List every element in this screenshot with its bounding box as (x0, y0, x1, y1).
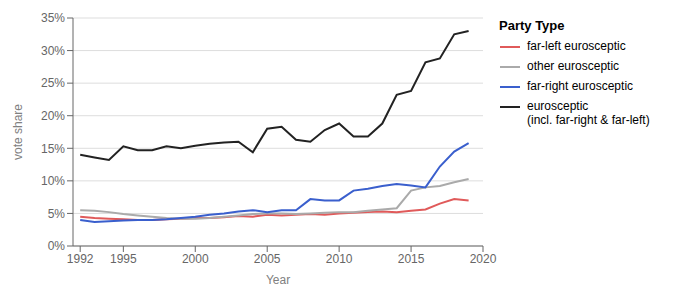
svg-text:5%: 5% (48, 207, 66, 221)
svg-text:15%: 15% (41, 142, 65, 156)
svg-text:2020: 2020 (470, 252, 497, 266)
svg-text:1992: 1992 (67, 252, 94, 266)
svg-text:1995: 1995 (110, 252, 137, 266)
svg-text:2000: 2000 (182, 252, 209, 266)
svg-text:20%: 20% (41, 109, 65, 123)
svg-text:Year: Year (266, 273, 290, 287)
html-text:eurosceptic: eurosceptic (527, 99, 589, 113)
html-text:far-right eurosceptic: far-right eurosceptic (527, 79, 633, 93)
svg-text:2015: 2015 (398, 252, 425, 266)
html-text:Party Type: Party Type (499, 18, 565, 33)
svg-text:25%: 25% (41, 76, 65, 90)
svg-text:vote share: vote share (11, 104, 25, 160)
svg-text:10%: 10% (41, 174, 65, 188)
html-text:far-left eurosceptic: far-left eurosceptic (527, 39, 626, 53)
svg-text:35%: 35% (41, 11, 65, 25)
html-text:other eurosceptic: other eurosceptic (527, 59, 620, 73)
svg-text:2005: 2005 (254, 252, 281, 266)
svg-text:2010: 2010 (326, 252, 353, 266)
html-text:(incl. far-right & far-left): (incl. far-right & far-left) (527, 113, 650, 127)
svg-text:30%: 30% (41, 44, 65, 58)
svg-text:0%: 0% (48, 239, 66, 253)
